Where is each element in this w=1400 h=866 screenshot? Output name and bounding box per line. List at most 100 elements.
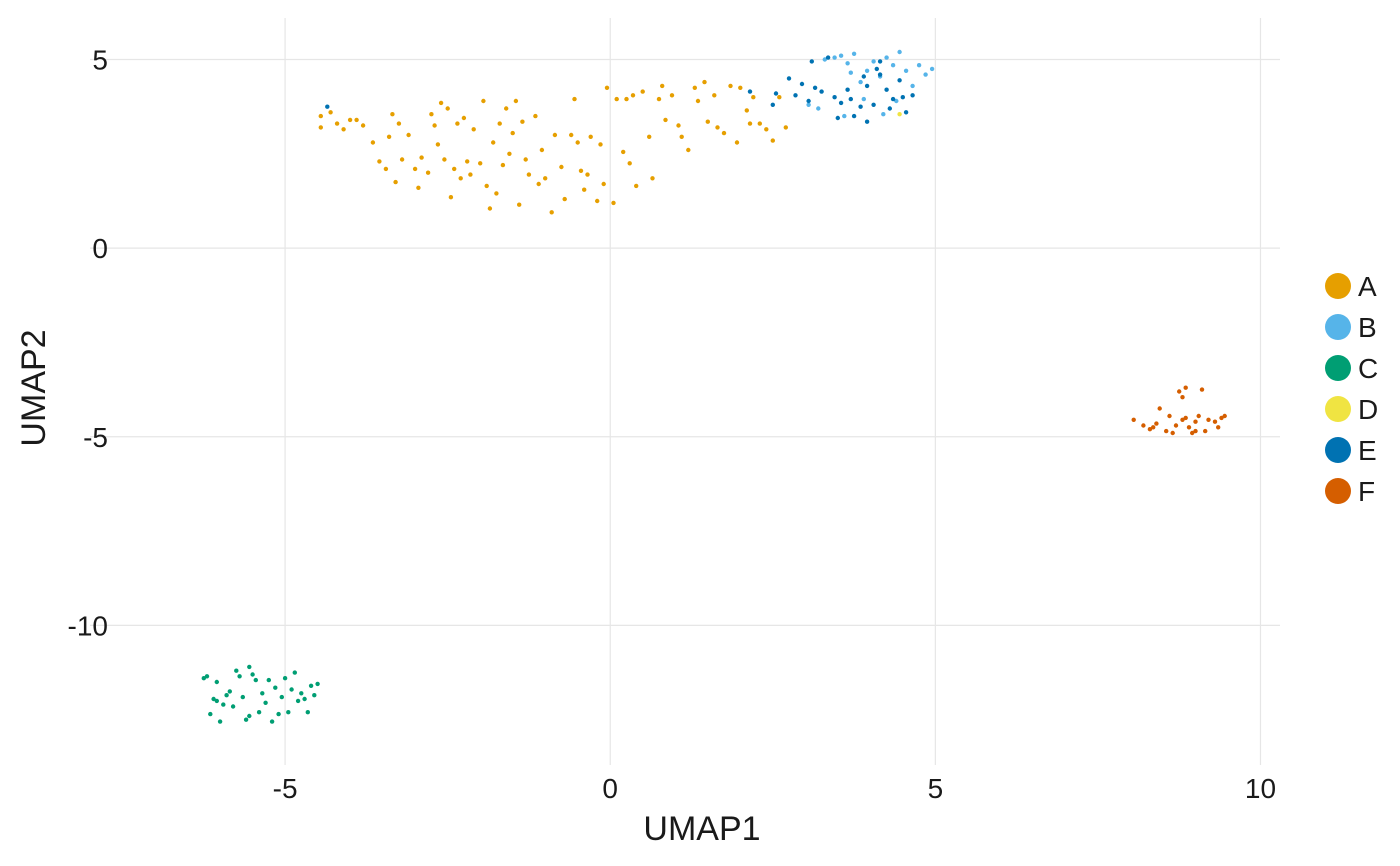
y-tick-label: 0 bbox=[92, 233, 108, 264]
data-point bbox=[887, 106, 892, 111]
grid-lines bbox=[90, 18, 1280, 765]
data-point bbox=[279, 694, 284, 700]
data-point bbox=[1190, 430, 1195, 436]
data-point bbox=[861, 96, 866, 102]
data-point bbox=[399, 157, 405, 162]
data-point bbox=[757, 121, 762, 126]
data-point bbox=[1183, 385, 1188, 390]
data-point bbox=[585, 172, 590, 177]
data-point bbox=[204, 674, 210, 679]
data-point bbox=[396, 121, 402, 126]
y-tick-label: -10 bbox=[68, 610, 108, 641]
data-point bbox=[461, 115, 467, 121]
data-point bbox=[562, 196, 567, 202]
data-point bbox=[848, 96, 853, 102]
data-point bbox=[881, 112, 886, 117]
data-point bbox=[318, 125, 323, 130]
data-point bbox=[383, 166, 389, 172]
data-point bbox=[269, 719, 275, 724]
data-point bbox=[419, 155, 424, 160]
data-point bbox=[390, 112, 395, 117]
data-point bbox=[526, 172, 532, 177]
data-point bbox=[208, 711, 213, 717]
series-b bbox=[806, 49, 935, 119]
data-point bbox=[273, 685, 278, 690]
data-point bbox=[793, 93, 798, 98]
series-e bbox=[325, 55, 915, 124]
data-point bbox=[217, 719, 223, 724]
data-point bbox=[282, 676, 288, 681]
data-point bbox=[308, 683, 314, 688]
legend-item-f: F bbox=[1325, 476, 1375, 507]
data-point bbox=[334, 121, 340, 126]
data-point bbox=[621, 149, 626, 155]
x-tick-label: -5 bbox=[273, 773, 298, 804]
legend-key bbox=[1325, 396, 1351, 422]
data-point bbox=[452, 166, 457, 172]
data-point bbox=[1196, 413, 1201, 419]
data-point bbox=[894, 98, 899, 104]
data-point bbox=[299, 691, 304, 696]
data-point bbox=[734, 140, 740, 145]
data-point bbox=[432, 123, 437, 128]
data-point bbox=[903, 68, 909, 74]
data-point bbox=[786, 76, 792, 81]
data-point bbox=[578, 168, 584, 173]
data-point bbox=[871, 59, 876, 64]
data-point bbox=[458, 176, 463, 181]
data-point bbox=[1216, 425, 1221, 430]
data-point bbox=[377, 159, 382, 164]
data-point bbox=[500, 162, 506, 168]
series-c bbox=[201, 664, 320, 724]
data-point bbox=[1177, 389, 1182, 394]
data-point bbox=[624, 96, 629, 102]
data-point bbox=[243, 717, 249, 722]
data-point bbox=[656, 96, 662, 102]
data-point bbox=[386, 134, 392, 139]
data-point bbox=[806, 98, 811, 104]
data-point bbox=[630, 93, 636, 98]
y-tick-label: -5 bbox=[83, 422, 108, 453]
data-point bbox=[627, 161, 632, 166]
data-point bbox=[425, 170, 431, 175]
data-point bbox=[705, 119, 710, 124]
data-point bbox=[552, 132, 558, 138]
data-point bbox=[539, 147, 545, 153]
data-point bbox=[916, 62, 922, 68]
data-point bbox=[468, 172, 473, 177]
data-point bbox=[484, 183, 489, 189]
data-point bbox=[751, 95, 756, 100]
data-point bbox=[864, 119, 870, 124]
data-point bbox=[884, 87, 889, 92]
data-point bbox=[663, 117, 668, 123]
data-point bbox=[533, 113, 538, 119]
data-point bbox=[838, 53, 844, 58]
data-point bbox=[897, 49, 902, 55]
data-point bbox=[517, 202, 522, 207]
data-point bbox=[806, 102, 811, 108]
data-point bbox=[494, 191, 499, 196]
data-point bbox=[572, 96, 577, 102]
data-point bbox=[260, 691, 265, 696]
data-point bbox=[211, 696, 216, 702]
data-point bbox=[660, 83, 665, 89]
data-point bbox=[604, 85, 610, 91]
data-point bbox=[715, 125, 720, 130]
data-point bbox=[305, 710, 310, 715]
data-point bbox=[692, 85, 697, 91]
data-point bbox=[487, 206, 493, 211]
data-point bbox=[481, 98, 486, 104]
data-point bbox=[412, 166, 418, 172]
data-point bbox=[302, 696, 307, 702]
data-point bbox=[393, 179, 398, 185]
data-point bbox=[1206, 417, 1211, 422]
data-point bbox=[1222, 413, 1227, 419]
data-points bbox=[201, 49, 1227, 724]
legend-key bbox=[1325, 314, 1351, 340]
data-point bbox=[884, 55, 889, 60]
data-point bbox=[822, 57, 827, 62]
data-point bbox=[295, 698, 301, 704]
series-f bbox=[1131, 385, 1227, 436]
legend-key bbox=[1325, 437, 1351, 463]
